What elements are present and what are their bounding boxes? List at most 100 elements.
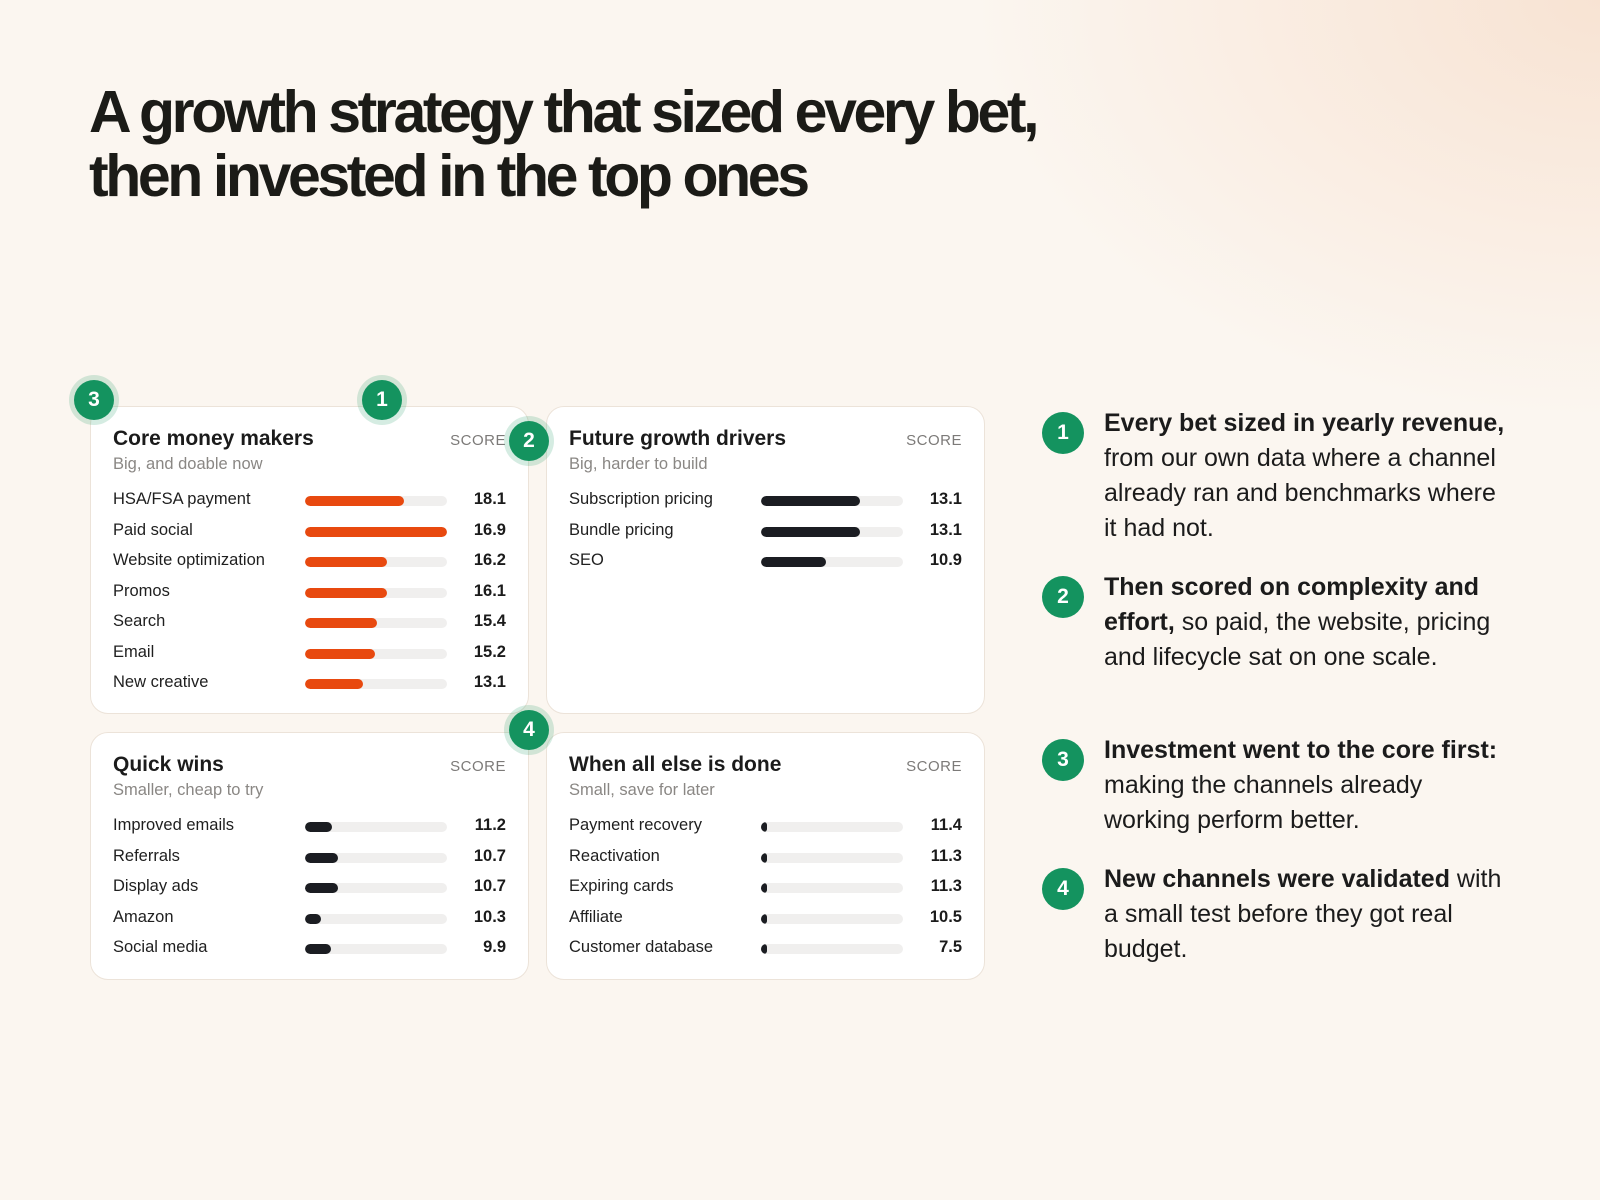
row-score: 11.4	[930, 816, 962, 834]
row-label: Social media	[113, 938, 208, 956]
card-subtitle: Big, harder to build	[569, 455, 708, 473]
score-row: Paid social 16.9	[113, 517, 506, 548]
step-badge-2: 2	[509, 421, 549, 461]
score-bar-fill	[305, 618, 378, 628]
score-bar-fill	[305, 526, 447, 537]
score-row: Promos 16.1	[113, 578, 506, 609]
score-column-label: SCORE	[906, 432, 962, 449]
score-bar-fill	[305, 648, 375, 659]
row-score: 10.9	[929, 551, 962, 569]
row-label: Subscription pricing	[569, 490, 713, 508]
score-column-label: SCORE	[450, 432, 506, 449]
score-bar-fill	[761, 557, 827, 567]
row-label: HSA/FSA payment	[113, 490, 251, 508]
card-future-growth-drivers: Future growth drivers Big, harder to bui…	[546, 406, 985, 714]
row-label: Promos	[113, 581, 170, 600]
row-label: Reactivation	[569, 846, 660, 865]
score-bar-fill	[305, 587, 388, 598]
score-bar-fill	[761, 883, 767, 893]
row-score: 16.1	[473, 581, 506, 600]
score-bar-track	[305, 883, 447, 893]
row-score: 9.9	[483, 938, 506, 956]
note-text: Investment went to the core first: makin…	[1104, 733, 1514, 838]
score-bar-track	[305, 944, 447, 954]
row-label: SEO	[569, 551, 604, 569]
row-score: 13.1	[473, 673, 506, 691]
note-body: from our own data where a channel alread…	[1104, 444, 1496, 542]
score-column-label: SCORE	[906, 758, 962, 775]
score-column-label: SCORE	[450, 758, 506, 775]
score-bar-fill	[761, 822, 767, 832]
row-score: 13.1	[929, 490, 962, 508]
row-score: 10.7	[473, 846, 506, 865]
score-row: Email 15.2	[113, 639, 506, 670]
score-row: Expiring cards 11.3	[569, 873, 962, 904]
score-bar-track	[305, 852, 447, 863]
row-label: Referrals	[113, 846, 180, 865]
score-bar-track	[305, 822, 447, 832]
note-text: Every bet sized in yearly revenue, from …	[1104, 406, 1514, 546]
row-score: 10.3	[473, 907, 506, 926]
note-text: New channels were validated with a small…	[1104, 862, 1514, 967]
row-label: Paid social	[113, 520, 193, 539]
score-row: Social media 9.9	[113, 934, 506, 965]
step-badge-4: 4	[509, 710, 549, 750]
score-bar-track	[305, 913, 447, 924]
score-bar-fill	[761, 852, 767, 863]
score-bar-track	[305, 618, 447, 628]
score-bar-fill	[761, 496, 861, 506]
score-bar-fill	[305, 822, 332, 832]
row-score: 15.2	[473, 642, 506, 661]
row-label: Amazon	[113, 907, 174, 926]
score-bar-track	[761, 822, 903, 832]
row-score: 18.1	[473, 490, 506, 508]
row-score: 13.1	[929, 520, 962, 539]
score-bar-track	[761, 883, 903, 893]
score-bar-fill	[305, 679, 364, 689]
card-subtitle: Big, and doable now	[113, 455, 263, 473]
row-label: Payment recovery	[569, 816, 702, 834]
note-body: with a small test before they got real b…	[1104, 865, 1502, 963]
score-bar-track	[305, 587, 447, 598]
row-label: Affiliate	[569, 907, 623, 926]
score-row: Payment recovery 11.4	[569, 812, 962, 843]
score-row: Display ads 10.7	[113, 873, 506, 904]
note-bold: New channels were validated	[1104, 865, 1450, 893]
score-bar-fill	[305, 913, 321, 924]
row-score: 16.9	[473, 520, 506, 539]
score-bar-track	[761, 852, 903, 863]
score-bar-fill	[305, 496, 405, 506]
row-score: 11.3	[930, 846, 962, 865]
row-label: Search	[113, 612, 166, 630]
score-row: Search 15.4	[113, 608, 506, 639]
score-bar-track	[305, 526, 447, 537]
score-bar-fill	[305, 852, 338, 863]
note-number-badge: 2	[1042, 576, 1084, 618]
row-score: 10.5	[929, 907, 962, 926]
card-subtitle: Small, save for later	[569, 781, 715, 799]
row-label: Email	[113, 642, 155, 661]
score-bar-fill	[761, 944, 767, 954]
score-row: Website optimization 16.2	[113, 547, 506, 578]
row-label: Customer database	[569, 938, 713, 956]
score-bar-fill	[761, 913, 767, 924]
score-list: Improved emails 11.2 Referrals 10.7 Display …	[113, 812, 506, 965]
card-core-money-makers: Core money makers Big, and doable now SC…	[90, 406, 529, 714]
row-label: Website optimization	[113, 551, 265, 569]
score-row: Amazon 10.3	[113, 904, 506, 935]
score-bar-track	[761, 913, 903, 924]
row-score: 16.2	[473, 551, 506, 569]
note-text: Then scored on complexity and effort, so…	[1104, 570, 1514, 675]
row-label: Improved emails	[113, 816, 235, 834]
row-score: 11.2	[474, 816, 506, 834]
row-label: New creative	[113, 673, 209, 691]
row-score: 15.4	[473, 612, 506, 630]
card-title: Core money makers	[113, 427, 314, 450]
score-bar-track	[305, 496, 447, 506]
score-bar-track	[761, 496, 903, 506]
card-title: When all else is done	[569, 753, 782, 776]
row-label: Bundle pricing	[569, 520, 674, 539]
score-bar-track	[305, 648, 447, 659]
score-row: New creative 13.1	[113, 669, 506, 700]
score-row: Customer database 7.5	[569, 934, 962, 965]
